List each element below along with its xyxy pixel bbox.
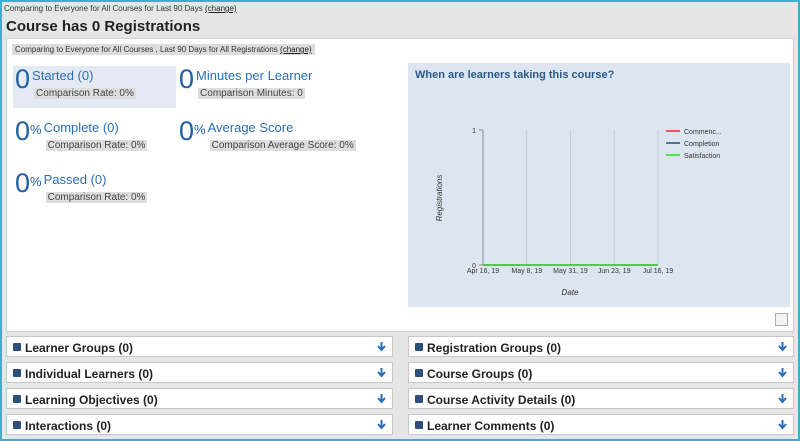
stat-comparison: Comparison Rate: 0% xyxy=(34,88,136,99)
stat-comparison: Comparison Average Score: 0% xyxy=(209,140,356,151)
stat-unit: % xyxy=(30,174,42,189)
section-title: Course Activity Details (0) xyxy=(427,393,576,407)
stat: 0 Minutes per Learner Comparison Minutes: … xyxy=(179,64,312,101)
expand-arrow[interactable] xyxy=(778,394,787,404)
stat-label[interactable]: Minutes per Learner xyxy=(196,68,313,83)
x-tick-label: Jul 16, 19 xyxy=(643,268,673,275)
section-title: Individual Learners (0) xyxy=(25,367,154,381)
stat: 0% Complete (0) Comparison Rate: 0% xyxy=(15,116,148,153)
stat-label[interactable]: Started (0) xyxy=(32,68,94,83)
section-icon xyxy=(13,395,21,403)
x-axis-label: Date xyxy=(562,288,579,297)
stat-text: Minutes per Learner Comparison Minutes: 0 xyxy=(196,68,312,101)
stat: 0% Average Score Comparison Average Score:… xyxy=(179,116,356,153)
stat-text: Passed (0) Comparison Rate: 0% xyxy=(44,172,148,205)
section-icon xyxy=(415,343,423,351)
expand-arrow[interactable] xyxy=(377,420,386,430)
chart: When are learners taking this course? Da… xyxy=(415,69,722,297)
stat-value: 0 xyxy=(15,116,31,146)
stat-value: 0 xyxy=(15,168,31,198)
section-icon xyxy=(13,369,21,377)
stat: 0% Passed (0) Comparison Rate: 0% xyxy=(15,168,148,205)
change-link[interactable]: (change) xyxy=(280,45,312,54)
comparison-bar: Comparing to Everyone for All Courses fo… xyxy=(4,4,237,13)
stat-text: Complete (0) Comparison Rate: 0% xyxy=(44,120,148,153)
y-axis-label: Registrations xyxy=(435,175,444,222)
stat-text: Average Score Comparison Average Score: 0… xyxy=(208,120,356,153)
section-header[interactable]: Learning Objectives (0) xyxy=(6,388,393,409)
stat-unit: % xyxy=(194,122,206,137)
section-header[interactable]: Interactions (0) xyxy=(6,414,393,435)
section-icon xyxy=(415,369,423,377)
x-tick-label: May 31, 19 xyxy=(553,268,588,275)
section-icon xyxy=(415,395,423,403)
stat-value: 0 xyxy=(179,64,195,94)
stat: 0 Started (0) Comparison Rate: 0% xyxy=(15,64,136,101)
expand-arrow[interactable] xyxy=(377,342,386,352)
y-tick-label: 0 xyxy=(472,263,476,270)
section-header[interactable]: Course Activity Details (0) xyxy=(408,388,794,409)
expand-arrow[interactable] xyxy=(778,342,787,352)
change-link[interactable]: (change) xyxy=(205,4,237,13)
x-tick-label: Apr 16, 19 xyxy=(467,268,499,275)
section-header[interactable]: Individual Learners (0) xyxy=(6,362,393,383)
highlight xyxy=(13,66,176,108)
expand-arrow[interactable] xyxy=(377,394,386,404)
stat-text: Started (0) Comparison Rate: 0% xyxy=(32,68,136,101)
stat-unit: % xyxy=(30,122,42,137)
x-tick-label: May 8, 19 xyxy=(511,268,542,275)
stat-comparison: Comparison Minutes: 0 xyxy=(198,88,305,99)
expand-arrow[interactable] xyxy=(778,420,787,430)
stat-value: 0 xyxy=(15,64,31,94)
stat-comparison: Comparison Rate: 0% xyxy=(45,140,148,151)
section-title: Registration Groups (0) xyxy=(427,341,562,355)
legend-label: Completion xyxy=(684,141,720,148)
chart-panel: When are learners taking this course? Da… xyxy=(408,63,790,307)
page-title: Course has 0 Registrations xyxy=(6,18,201,35)
expand-button[interactable] xyxy=(775,313,788,326)
stat-comparison: Comparison Rate: 0% xyxy=(45,192,148,203)
expand-arrow[interactable] xyxy=(377,368,386,378)
section-title: Learning Objectives (0) xyxy=(25,393,158,407)
section-header[interactable]: Learner Groups (0) xyxy=(6,336,393,357)
comparison-text: Comparing to Everyone for All Courses fo… xyxy=(4,4,203,13)
section-header[interactable]: Course Groups (0) xyxy=(408,362,794,383)
stat-label[interactable]: Complete (0) xyxy=(43,120,119,135)
stat-value: 0 xyxy=(179,116,195,146)
stat-label[interactable]: Average Score xyxy=(207,120,294,135)
x-tick-label: Jun 23, 19 xyxy=(598,268,631,275)
section-title: Learner Groups (0) xyxy=(25,341,134,355)
stat-label[interactable]: Passed (0) xyxy=(43,172,107,187)
summary-text: Comparing to Everyone for All Courses , … xyxy=(15,45,278,54)
y-tick-label: 1 xyxy=(472,128,476,135)
section-header[interactable]: Registration Groups (0) xyxy=(408,336,794,357)
summary-comparison: Comparing to Everyone for All Courses , … xyxy=(12,44,315,55)
legend-label: Satisfaction xyxy=(684,153,720,160)
section-header[interactable]: Learner Comments (0) xyxy=(408,414,794,435)
section-title: Interactions (0) xyxy=(25,419,112,433)
section-icon xyxy=(415,421,423,429)
legend-label: Commenc... xyxy=(684,129,722,136)
section-icon xyxy=(13,343,21,351)
section-icon xyxy=(13,421,21,429)
section-title: Learner Comments (0) xyxy=(427,419,555,433)
expand-arrow[interactable] xyxy=(778,368,787,378)
chart-title: When are learners taking this course? xyxy=(415,69,615,81)
section-title: Course Groups (0) xyxy=(427,367,533,381)
